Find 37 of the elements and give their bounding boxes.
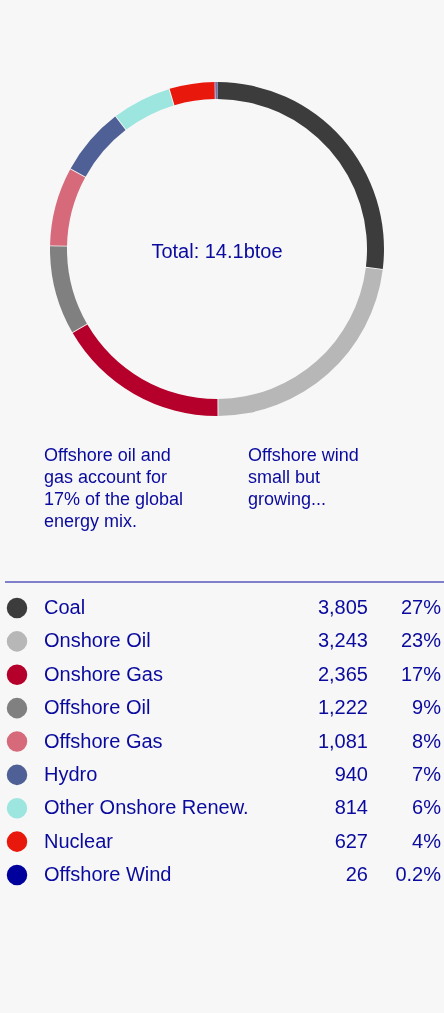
- text: Total: 14.1btoe: [151, 240, 283, 262]
- legend-label: Offshore Oil: [44, 696, 151, 719]
- legend-label: Onshore Gas: [44, 662, 163, 685]
- legend-label: Hydro: [44, 762, 98, 785]
- data-label: 1,222: [317, 696, 368, 719]
- data-label: 2,365: [317, 662, 368, 685]
- text: 4%: [412, 829, 441, 852]
- text: 6%: [412, 796, 441, 819]
- data-label: 627: [334, 829, 368, 852]
- legend-label: Onshore Oil: [44, 629, 151, 652]
- legend-label: Offshore Wind: [44, 863, 172, 885]
- text: 23%: [400, 629, 441, 652]
- data-label: 814: [334, 796, 368, 819]
- donut-slice: [70, 116, 126, 177]
- legend-label: Nuclear: [44, 829, 114, 852]
- donut-slice: [50, 246, 87, 333]
- donut-slice: [169, 82, 215, 106]
- legend-label: Other Onshore Renew.: [44, 796, 249, 819]
- legend-label: Coal: [44, 596, 86, 618]
- data-label: 3,805: [317, 596, 368, 618]
- donut-slice: [50, 169, 86, 246]
- data-label: 1,081: [317, 729, 368, 752]
- text: 17%: [400, 662, 441, 685]
- legend-label: Offshore Gas: [44, 729, 163, 752]
- donut-slice: [115, 89, 174, 130]
- donut-slice: [218, 267, 383, 416]
- data-label: 940: [334, 762, 368, 785]
- text: 8%: [412, 729, 441, 752]
- text: Offshore wind small but growing...: [248, 445, 359, 509]
- text: 7%: [412, 762, 441, 785]
- text: Offshore oil and gas account for 17% of the global energy mix.: [44, 445, 184, 531]
- data-label: 3,243: [317, 629, 368, 652]
- text: 27%: [400, 596, 441, 618]
- donut-slice: [72, 324, 218, 416]
- data-label: 26: [345, 863, 368, 885]
- text: 9%: [412, 696, 441, 719]
- text: 0.2%: [395, 863, 441, 885]
